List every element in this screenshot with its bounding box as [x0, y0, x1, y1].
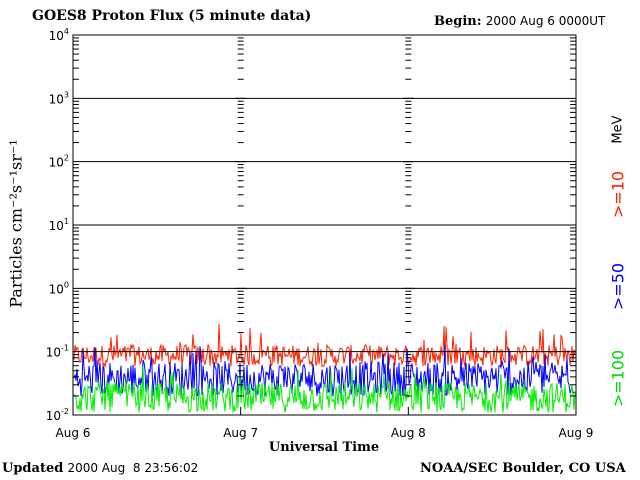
y-tick-label: 103	[49, 90, 69, 106]
legend-unit-mev: MeV	[610, 115, 626, 144]
x-tick-label: Aug 6	[56, 426, 91, 440]
y-tick-label: 102	[49, 154, 69, 170]
x-tick-label: Aug 8	[391, 426, 426, 440]
updated-info: Updated 2000 Aug 8 23:56:02	[2, 461, 198, 476]
y-tick-label: 104	[49, 27, 69, 43]
credit-text: NOAA/SEC Boulder, CO USA	[420, 461, 626, 476]
x-axis-label: Universal Time	[268, 440, 380, 455]
legend-series-10mev: >=10	[608, 170, 628, 219]
chart-title: GOES8 Proton Flux (5 minute data)	[32, 8, 312, 24]
series-line-2	[73, 366, 576, 413]
x-tick-label: Aug 7	[223, 426, 258, 440]
y-tick-label: 100	[49, 280, 69, 296]
begin-info: Begin: 2000 Aug 6 0000UT	[434, 14, 605, 29]
series-line-0	[73, 323, 576, 369]
updated-value: 2000 Aug 8 23:56:02	[67, 461, 199, 475]
plot-frame	[72, 34, 577, 416]
legend-series-50mev: >=50	[608, 262, 628, 311]
begin-value: 2000 Aug 6 0000UT	[485, 14, 606, 28]
begin-label: Begin:	[434, 14, 482, 29]
y-tick-label: 101	[49, 217, 69, 233]
y-tick-label: 10-2	[46, 407, 69, 423]
x-tick-label: Aug 9	[559, 426, 594, 440]
legend-series-100mev: >=100	[608, 349, 628, 408]
updated-label: Updated	[2, 461, 64, 476]
y-tick-label: 10-1	[46, 344, 69, 360]
